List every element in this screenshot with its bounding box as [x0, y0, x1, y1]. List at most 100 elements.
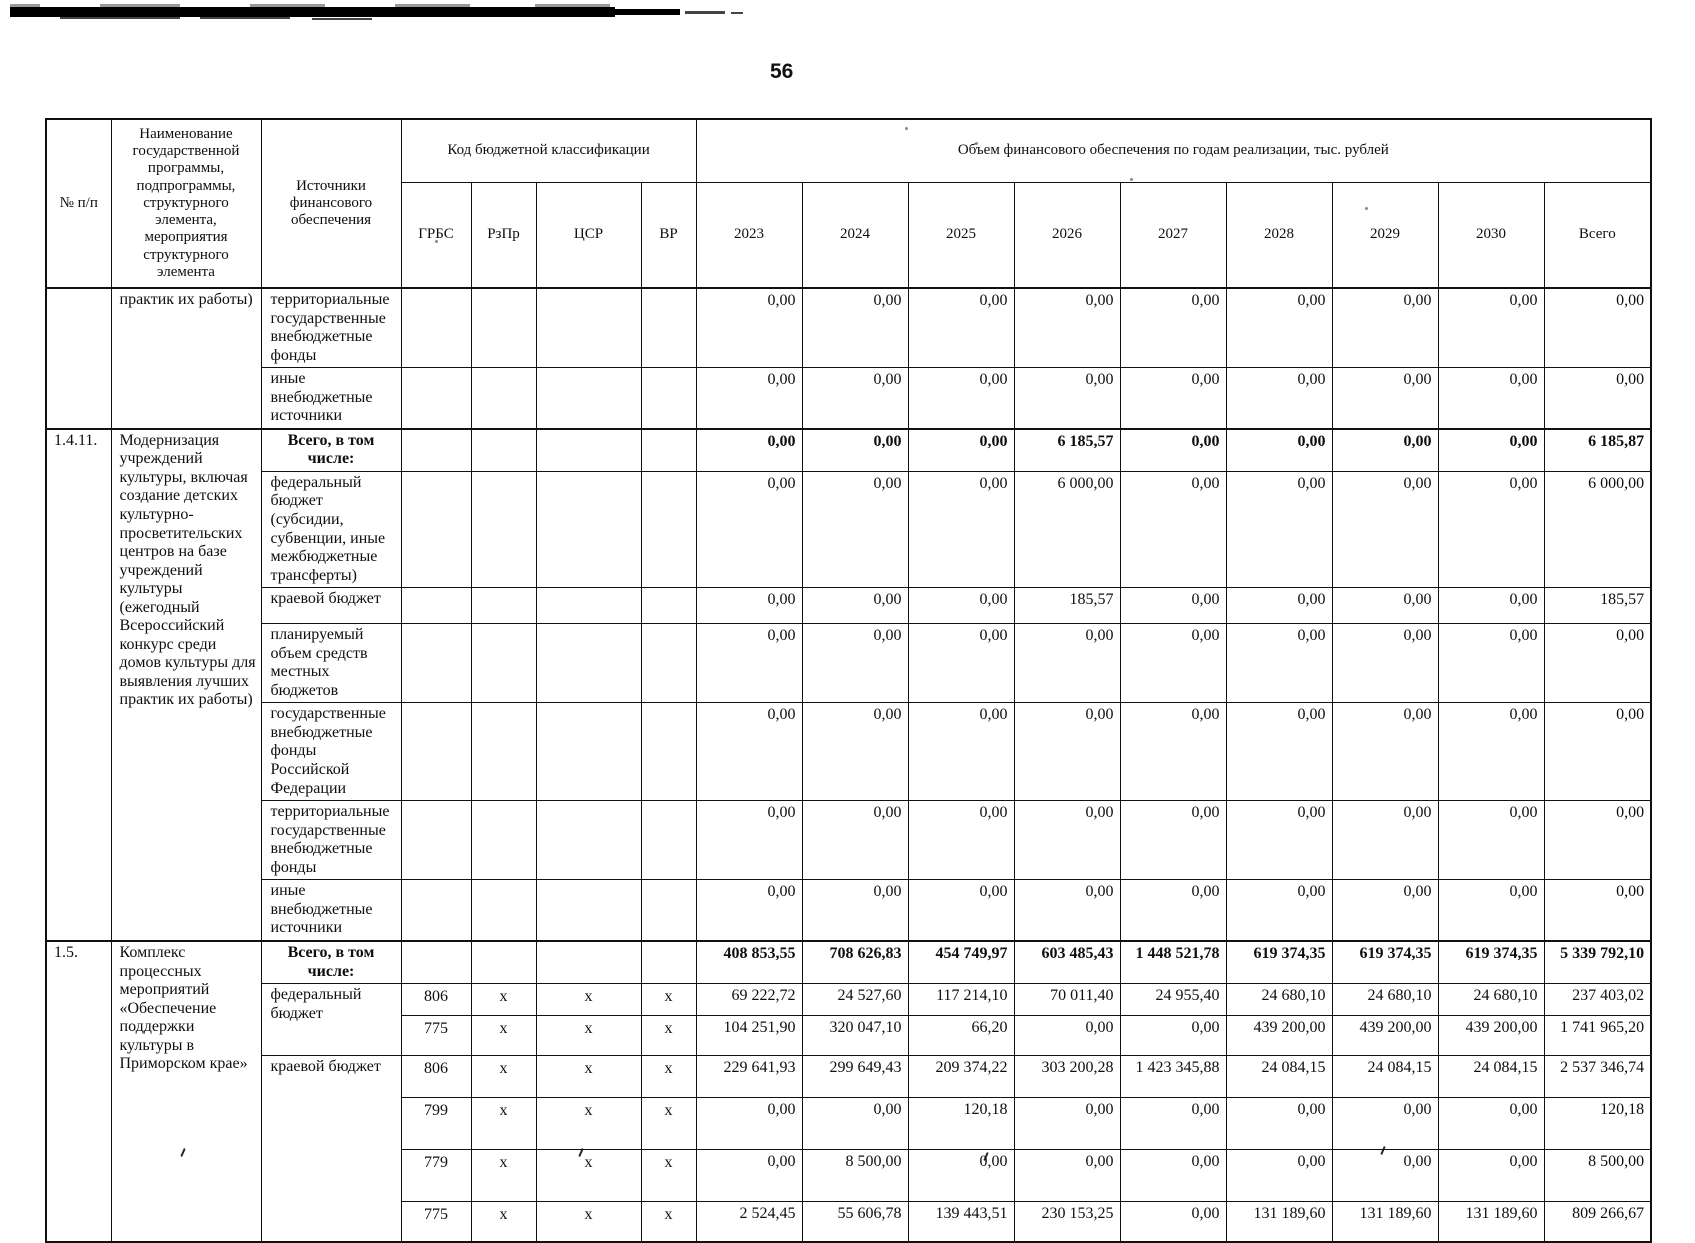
- table-row: 1.4.11. Модернизация учреждений культуры,…: [45, 427, 1652, 942]
- code-rzpr: [470, 427, 537, 472]
- code-grbs: 806: [400, 983, 472, 1017]
- value-2030: 439 200,00: [1437, 1015, 1545, 1057]
- code-rzpr: x: [470, 983, 537, 1017]
- value-2026: 0,00: [1013, 800, 1121, 881]
- code-vr: x: [640, 1055, 697, 1099]
- code-vr: [640, 939, 697, 985]
- value-2024: 24 527,60: [801, 983, 909, 1017]
- header-year-2028: 2028: [1225, 182, 1333, 289]
- code-csr: x: [535, 983, 642, 1017]
- code-csr: [535, 287, 642, 369]
- value-2029: 0,00: [1331, 1149, 1439, 1203]
- value-2025: 0,00: [907, 623, 1015, 704]
- value-2026: 6 185,57: [1013, 427, 1121, 472]
- value-2029: 0,00: [1331, 287, 1439, 369]
- value-2025: 0,00: [907, 587, 1015, 625]
- value-2027: 0,00: [1119, 1149, 1227, 1203]
- code-csr: x: [535, 1097, 642, 1151]
- value-2026: 70 011,40: [1013, 983, 1121, 1017]
- scan-artifact: [250, 4, 325, 8]
- value-2023: 0,00: [695, 367, 803, 430]
- value-2024: 8 500,00: [801, 1149, 909, 1203]
- header-total: Всего: [1543, 182, 1652, 289]
- value-total: 0,00: [1543, 287, 1652, 369]
- scan-artifact: [731, 12, 743, 14]
- value-2027: 0,00: [1119, 800, 1227, 881]
- value-2023: 104 251,90: [695, 1015, 803, 1057]
- value-2024: 55 606,78: [801, 1201, 909, 1243]
- value-2029: 0,00: [1331, 587, 1439, 625]
- value-2023: 0,00: [695, 427, 803, 472]
- value-2029: 24 680,10: [1331, 983, 1439, 1017]
- code-vr: x: [640, 1097, 697, 1151]
- code-vr: [640, 623, 697, 704]
- value-2023: 0,00: [695, 1097, 803, 1151]
- code-csr: [535, 427, 642, 472]
- program-name: Модернизация учреждений культуры, включа…: [110, 427, 262, 942]
- value-2026: 0,00: [1013, 287, 1121, 369]
- value-2027: 24 955,40: [1119, 983, 1227, 1017]
- funding-source: федеральный бюджет: [260, 983, 402, 1057]
- value-2030: 0,00: [1437, 1097, 1545, 1151]
- value-2024: 708 626,83: [801, 939, 909, 985]
- value-2023: 2 524,45: [695, 1201, 803, 1243]
- value-2027: 0,00: [1119, 367, 1227, 430]
- value-total: 185,57: [1543, 587, 1652, 625]
- value-2030: 0,00: [1437, 587, 1545, 625]
- value-2024: 299 649,43: [801, 1055, 909, 1099]
- funding-source: краевой бюджет: [260, 1055, 402, 1243]
- code-rzpr: [470, 287, 537, 369]
- code-vr: [640, 367, 697, 430]
- value-2030: 0,00: [1437, 702, 1545, 802]
- header-num: № п/п: [45, 118, 112, 289]
- code-rzpr: [470, 879, 537, 942]
- funding-source: Всего, в том числе:: [260, 427, 402, 472]
- value-total: 809 266,67: [1543, 1201, 1652, 1243]
- row-number: 1.4.11.: [45, 427, 112, 942]
- code-rzpr: x: [470, 1015, 537, 1057]
- code-vr: x: [640, 1149, 697, 1203]
- table-row: планируемый объем средств местных бюджет…: [46, 623, 1652, 704]
- funding-source: краевой бюджет: [260, 587, 402, 625]
- code-csr: [535, 470, 642, 589]
- value-2027: 0,00: [1119, 1015, 1227, 1057]
- value-2023: 0,00: [695, 623, 803, 704]
- code-grbs: [400, 470, 472, 589]
- table-row: краевой бюджет 806 x x x 229 641,93 299 649,43…: [46, 1055, 1652, 1243]
- value-2027: 1 448 521,78: [1119, 939, 1227, 985]
- header-vr: ВР: [640, 182, 697, 289]
- code-vr: [640, 587, 697, 625]
- value-2025: 120,18: [907, 1097, 1015, 1151]
- value-2026: 0,00: [1013, 702, 1121, 802]
- header-year-2030: 2030: [1437, 182, 1545, 289]
- header-source: Источники финансового обеспечения: [260, 118, 402, 289]
- funding-source: федеральный бюджет (субсидии, субвенции,…: [260, 470, 402, 589]
- value-2028: 0,00: [1225, 287, 1333, 369]
- value-2029: 619 374,35: [1331, 939, 1439, 985]
- code-grbs: 775: [400, 1015, 472, 1057]
- value-2025: 0,00: [907, 287, 1015, 369]
- value-2025: 454 749,97: [907, 939, 1015, 985]
- code-grbs: [400, 879, 472, 942]
- code-rzpr: x: [470, 1097, 537, 1151]
- value-2027: 0,00: [1119, 427, 1227, 472]
- code-grbs: [400, 800, 472, 881]
- value-2026: 303 200,28: [1013, 1055, 1121, 1099]
- value-2027: 0,00: [1119, 1097, 1227, 1151]
- value-2027: 0,00: [1119, 470, 1227, 589]
- value-2029: 0,00: [1331, 879, 1439, 942]
- value-2025: 209 374,22: [907, 1055, 1015, 1099]
- value-2028: 0,00: [1225, 800, 1333, 881]
- code-grbs: [400, 427, 472, 472]
- value-2024: 0,00: [801, 367, 909, 430]
- code-rzpr: [470, 702, 537, 802]
- value-2029: 0,00: [1331, 1097, 1439, 1151]
- value-2026: 0,00: [1013, 367, 1121, 430]
- value-2023: 0,00: [695, 287, 803, 369]
- value-2029: 0,00: [1331, 702, 1439, 802]
- code-grbs: 799: [400, 1097, 472, 1151]
- funding-source: иные внебюджетные источники: [260, 367, 402, 430]
- code-vr: x: [640, 983, 697, 1017]
- funding-source: иные внебюджетные источники: [260, 879, 402, 942]
- table-row: 775 x x x 104 251,90 320 047,10 66,20 0,00 0,00 4…: [46, 1015, 1652, 1057]
